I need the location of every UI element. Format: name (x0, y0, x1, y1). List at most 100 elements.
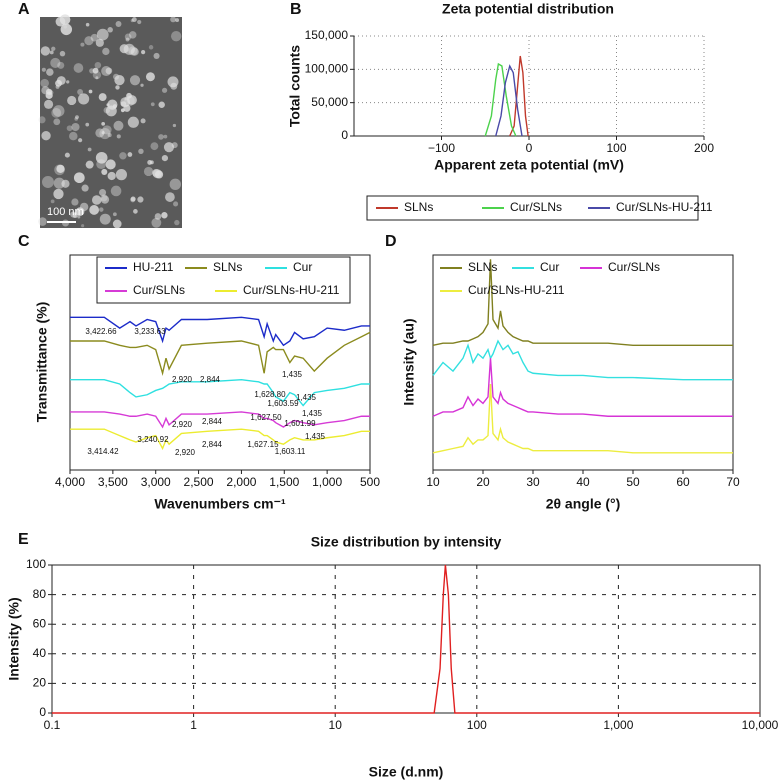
y-tick-label: 80 (33, 587, 47, 601)
particle (51, 107, 62, 118)
particle (67, 95, 77, 106)
particle (114, 75, 125, 86)
x-axis-label: 2θ angle (°) (546, 496, 621, 512)
particle (173, 201, 179, 207)
chart-title: Zeta potential distribution (442, 1, 614, 17)
x-tick-label: 1 (190, 718, 197, 732)
particle (140, 118, 146, 124)
particle (158, 134, 164, 140)
particle (41, 176, 54, 188)
particle (51, 46, 56, 51)
particle (71, 198, 79, 206)
particle (73, 172, 85, 184)
particle (126, 92, 132, 99)
particle (92, 70, 102, 80)
particle (152, 169, 162, 179)
series-line (495, 64, 523, 137)
peak-annotation: 1,435 (282, 370, 303, 379)
particle (101, 121, 106, 126)
particle (124, 95, 135, 107)
plot-frame (51, 564, 761, 714)
peak-annotation: 1,435 (302, 409, 323, 418)
particle (70, 211, 77, 218)
x-tick-label: 4,000 (55, 475, 85, 489)
particle (103, 107, 110, 114)
particle (99, 207, 104, 212)
particle (95, 128, 105, 138)
particle (123, 104, 131, 112)
peak-annotation: 1,601.99 (284, 419, 316, 428)
particle (63, 24, 68, 29)
series-line (432, 259, 733, 346)
particle (90, 33, 99, 42)
particle (171, 142, 178, 149)
legend-box (366, 195, 699, 221)
particle (98, 93, 107, 102)
particle (84, 36, 94, 46)
series-line (70, 428, 370, 451)
peak-annotation: 3,414.42 (87, 447, 119, 456)
particle (119, 152, 127, 160)
particle (150, 142, 159, 151)
particle (74, 117, 79, 121)
particle (163, 134, 168, 139)
particle (50, 57, 61, 69)
particle (174, 219, 180, 226)
particle (92, 67, 99, 74)
particle (127, 152, 133, 157)
particle (165, 192, 175, 202)
legend-label: SLNs (404, 200, 433, 214)
particle (150, 102, 155, 107)
particle (99, 189, 107, 197)
x-tick-label: 1,000 (312, 475, 342, 489)
particle (41, 67, 46, 72)
particle (158, 101, 165, 108)
particle (99, 213, 111, 225)
x-axis-label: Wavenumbers cm⁻¹ (154, 496, 286, 512)
particle (128, 31, 137, 39)
particle (41, 86, 50, 95)
particle (73, 63, 84, 73)
peak-annotation: 1,603.11 (275, 447, 306, 456)
particle (40, 46, 51, 56)
particle (94, 61, 102, 69)
particle (172, 123, 177, 128)
peak-annotation: 1,627.15 (247, 440, 279, 449)
particle (96, 28, 109, 41)
particle (78, 138, 83, 143)
particle (81, 184, 89, 192)
series-line (70, 378, 370, 407)
panel-label: A (18, 1, 30, 18)
particle (95, 38, 104, 47)
particle (88, 89, 93, 94)
particle (46, 68, 54, 76)
particle (129, 75, 141, 86)
peak-annotation: 2,920 (172, 375, 193, 384)
particle (61, 179, 70, 188)
legend-label: Cur/SLNs (133, 283, 185, 297)
particle (161, 154, 169, 162)
particle (154, 213, 162, 220)
peak-annotation: 1,435 (296, 393, 317, 402)
x-tick-label: 60 (676, 475, 690, 489)
particle (137, 19, 142, 25)
particle (57, 61, 65, 69)
peak-annotation: 2,844 (200, 375, 221, 384)
plot-frame (432, 254, 734, 471)
series-line (70, 331, 371, 377)
particle (113, 120, 124, 131)
series-line (52, 564, 760, 714)
y-tick-label: 20 (33, 676, 47, 690)
x-tick-label: 20 (476, 475, 490, 489)
particle (116, 134, 121, 139)
particle (41, 131, 51, 141)
tem-image (38, 14, 182, 229)
scale-bar-label: 100 nm (47, 206, 84, 218)
particle (101, 66, 112, 77)
particle (64, 152, 70, 158)
particle (101, 131, 105, 135)
x-tick-label: 1,500 (269, 475, 299, 489)
legend-label: Cur/SLNs-HU-211 (616, 200, 713, 214)
particle (143, 166, 154, 177)
x-tick-label: 3,000 (141, 475, 171, 489)
